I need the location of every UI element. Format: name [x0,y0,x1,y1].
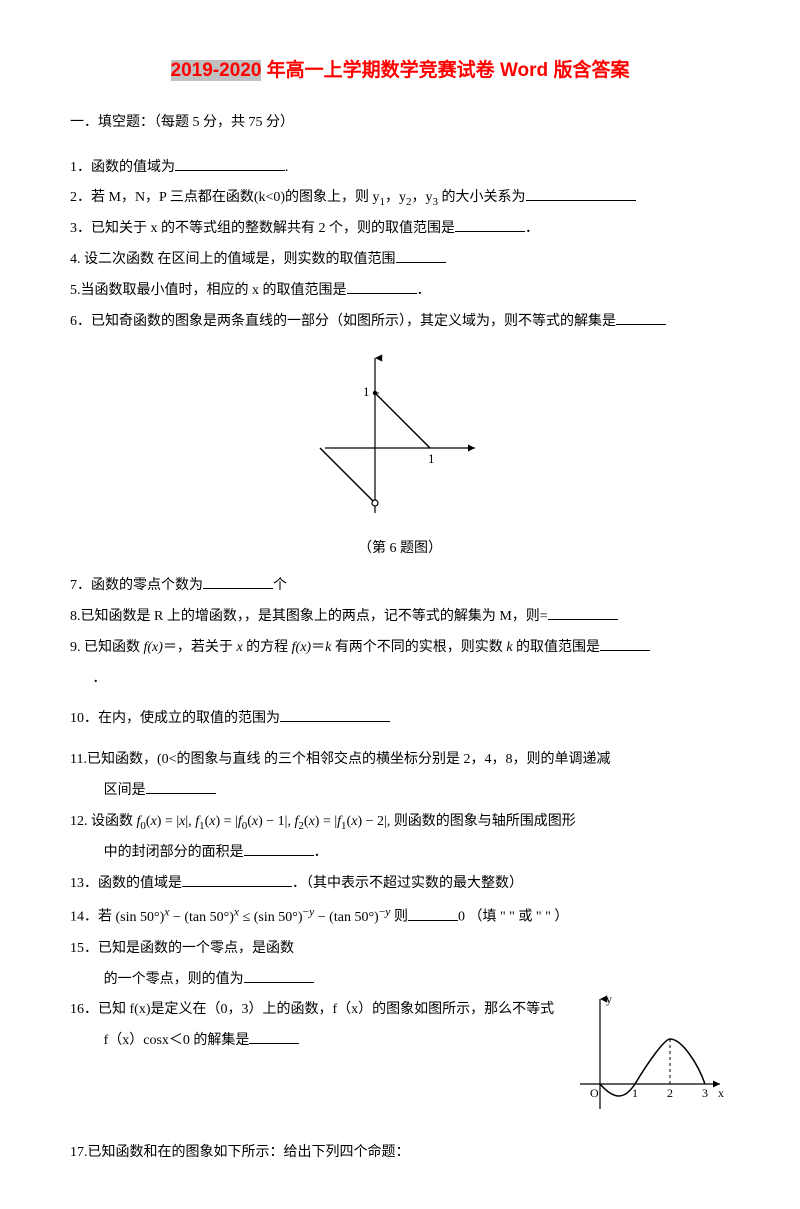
q3-blank[interactable] [455,217,525,232]
q16-row: 16．已知 f(x)是定义在（0，3）上的函数，f（x）的图象如图所示，那么不等… [70,995,730,1132]
q2c: ，y [412,190,433,205]
q9-dot: ． [70,664,730,695]
q17-text: 17.已知函数和在的图象如下所示：给出下列四个命题： [70,1145,410,1160]
q9d: ＝ [311,640,325,655]
q13-blank[interactable] [182,872,292,887]
q9e: 有两个不同的实根，则实数 [331,640,506,655]
q8-blank[interactable] [548,605,618,620]
q15-blank[interactable] [244,968,314,983]
q9c: 的方程 [243,640,292,655]
q15b: 的一个零点，则的值为 [104,972,244,987]
q14-blank[interactable] [408,906,458,921]
q9f: 的取值范围是 [513,640,601,655]
q7-blank[interactable] [203,574,273,589]
fig6-ylabel: 1 [363,384,370,399]
q12a: 12. 设函数 [70,814,137,829]
q5-blank[interactable] [347,279,417,294]
q12-formula: f0(x) = |x|, f1(x) = |f0(x) − 1|, f2(x) … [137,814,387,829]
q9-blank[interactable] [600,636,650,651]
q15a: 15．已知是函数的一个零点，是函数 [70,941,294,956]
q11: 11.已知函数，(0<的图象与直线 的三个相邻交点的横坐标分别是 2，4，8，则… [70,745,730,776]
fig16-1: 1 [632,1086,638,1100]
q11-blank[interactable] [146,779,216,794]
title-rest: 年高一上学期数学竞赛试卷 Word 版含答案 [261,60,629,81]
q11a: 11.已知函数，(0<的图象与直线 的三个相邻交点的横坐标分别是 2，4，8，则… [70,752,611,767]
q12b: , 则函数的图象与轴所围成图形 [387,814,576,829]
q10: 10．在内，使成立的取值的范围为 [70,704,730,735]
q2d: 的大小关系为 [438,190,526,205]
q1: 1．函数的值域为. [70,153,730,184]
figure-6-caption: （第 6 题图） [70,534,730,565]
q9-fx2: f(x) [292,640,311,655]
q2a: 2．若 M，N，P 三点都在函数(k<0)的图象上，则 y [70,190,380,205]
q14a: 14．若 [70,910,116,925]
q3-text: 3．已知关于 x 的不等式组的整数解共有 2 个，则的取值范围是 [70,221,455,236]
q2-blank[interactable] [526,186,636,201]
figure-16-svg: O 1 2 3 x y [570,989,730,1119]
q2b: ，y [385,190,406,205]
fig6-xlabel: 1 [428,451,435,466]
q9-fx1: f(x) [144,640,163,655]
q4-blank[interactable] [396,248,446,263]
q4: 4. 设二次函数 在区间上的值域是，则实数的取值范围 [70,245,730,276]
q12c: 中的封闭部分的面积是 [104,845,244,860]
fig16-x: x [718,1086,724,1100]
q9: 9. 已知函数 f(x)＝，若关于 x 的方程 f(x)＝k 有两个不同的实根，… [70,633,730,664]
q11b: 区间是 [104,783,146,798]
q1-blank[interactable] [175,156,285,171]
q12-blank[interactable] [244,841,314,856]
q2: 2．若 M，N，P 三点都在函数(k<0)的图象上，则 y1，y2，y3 的大小… [70,183,730,214]
q12-line2: 中的封闭部分的面积是． [70,838,730,869]
figure-16: O 1 2 3 x y [570,989,730,1132]
figure-6: 1 1 （第 6 题图） [70,348,730,566]
q15: 15．已知是函数的一个零点，是函数 [70,934,730,965]
q16a: 16．已知 f(x)是定义在（0，3）上的函数，f（x）的图象如图所示，那么不等… [70,1002,554,1017]
section-header: 一．填空题：（每题 5 分，共 75 分） [70,108,730,139]
q12: 12. 设函数 f0(x) = |x|, f1(x) = |f0(x) − 1|… [70,807,730,838]
q8-text: 8.已知函数是 R 上的增函数，，是其图象上的两点，记不等式的解集为 M，则= [70,609,548,624]
q1-text: 1．函数的值域为 [70,160,175,175]
q9a: 9. 已知函数 [70,640,144,655]
q14: 14．若 (sin 50°)x − (tan 50°)x ≤ (sin 50°)… [70,899,730,933]
q7a: 7．函数的零点个数为 [70,578,203,593]
q13: 13．函数的值域是 ．（其中表示不超过实数的最大整数） [70,869,730,900]
q7b: 个 [273,578,287,593]
q16b: f（x）cosx＜0 的解集是 [104,1033,250,1048]
q13-text: 13．函数的值域是 [70,876,182,891]
fig16-3: 3 [702,1086,708,1100]
q5-text: 5.当函数取最小值时，相应的 x 的取值范围是 [70,283,347,298]
q6-text: 6．已知奇函数的图象是两条直线的一部分（如图所示），其定义域为，则不等式的解集是 [70,314,616,329]
document-title: 2019-2020 年高一上学期数学竞赛试卷 Word 版含答案 [70,50,730,92]
q6: 6．已知奇函数的图象是两条直线的一部分（如图所示），其定义域为，则不等式的解集是 [70,307,730,338]
q9b: ＝，若关于 [163,640,237,655]
fig16-O: O [590,1086,599,1100]
q7: 7．函数的零点个数为 个 [70,571,730,602]
q16-text-col: 16．已知 f(x)是定义在（0，3）上的函数，f（x）的图象如图所示，那么不等… [70,995,570,1057]
title-year: 2019-2020 [171,60,262,81]
q6-blank[interactable] [616,310,666,325]
fig16-y: y [606,992,612,1006]
fig16-2: 2 [667,1086,673,1100]
q5: 5.当函数取最小值时，相应的 x 的取值范围是． [70,276,730,307]
q3: 3．已知关于 x 的不等式组的整数解共有 2 个，则的取值范围是． [70,214,730,245]
page: 2019-2020 年高一上学期数学竞赛试卷 Word 版含答案 一．填空题：（… [0,0,800,1209]
q10-blank[interactable] [280,707,390,722]
q13b: ．（其中表示不超过实数的最大整数） [292,876,523,891]
figure-6-svg: 1 1 [315,348,485,518]
q14-formula: (sin 50°)x − (tan 50°)x ≤ (sin 50°)−y − … [116,910,391,925]
q14c: 0 （填 " " 或 " " ） [458,910,568,925]
q16: 16．已知 f(x)是定义在（0，3）上的函数，f（x）的图象如图所示，那么不等… [70,995,570,1026]
q16-line2: f（x）cosx＜0 的解集是 [70,1026,570,1057]
q11-line2: 区间是 [70,776,730,807]
q16-blank[interactable] [249,1029,299,1044]
q4-text: 4. 设二次函数 在区间上的值域是，则实数的取值范围 [70,252,396,267]
q14b: 则 [390,910,408,925]
q10-text: 10．在内，使成立的取值的范围为 [70,711,280,726]
q17: 17.已知函数和在的图象如下所示：给出下列四个命题： [70,1138,730,1169]
q8: 8.已知函数是 R 上的增函数，，是其图象上的两点，记不等式的解集为 M，则= [70,602,730,633]
